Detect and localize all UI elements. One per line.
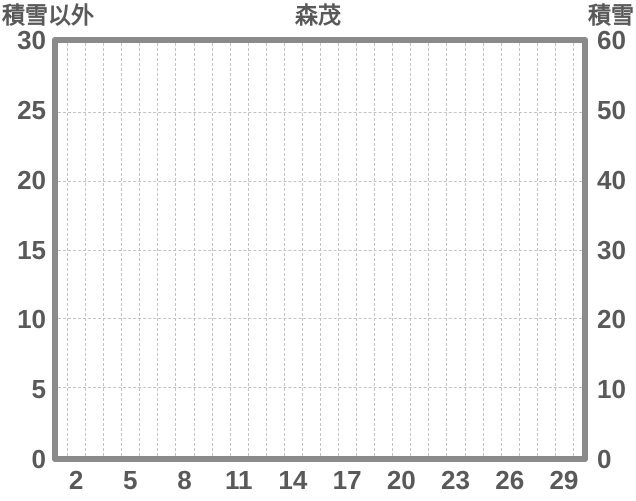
left-y-tick-label: 0 [31, 444, 46, 474]
left-y-tick-label: 25 [17, 94, 46, 125]
left-y-tick-label: 20 [17, 164, 46, 195]
horizontal-gridline [58, 318, 582, 320]
plot-area [52, 37, 588, 462]
horizontal-gridline [58, 387, 582, 389]
left-axis-title: 積雪以外 [2, 2, 94, 28]
horizontal-gridline [58, 111, 582, 113]
horizontal-gridline [58, 249, 582, 251]
x-axis-ticks: 2 5 8 11 14 17 20 23 26 29 [58, 467, 582, 497]
horizontal-gridline [58, 180, 582, 182]
left-y-tick-label: 30 [17, 25, 46, 55]
right-y-tick-label: 10 [597, 374, 626, 405]
right-axis-title: 積雪 [588, 2, 634, 28]
x-tick-label: 11 [224, 465, 253, 495]
left-y-tick-label: 5 [31, 374, 46, 405]
right-y-tick-label: 40 [597, 164, 626, 195]
x-tick-label: 23 [441, 465, 470, 495]
x-tick-label: 29 [549, 465, 579, 495]
right-y-tick-label: 20 [597, 304, 626, 335]
plot-grid [58, 43, 582, 456]
chart-title: 森茂 [295, 2, 341, 28]
x-tick-label: 2 [68, 465, 84, 495]
x-tick-label: 26 [495, 465, 525, 495]
right-y-tick-label: 0 [597, 444, 612, 474]
left-y-tick-label: 10 [17, 304, 46, 335]
x-tick-label: 20 [386, 465, 416, 495]
right-y-tick-label: 60 [597, 25, 626, 55]
x-tick-label: 14 [278, 465, 308, 495]
x-tick-label: 5 [123, 465, 138, 495]
right-y-tick-label: 30 [597, 234, 626, 265]
right-y-tick-label: 50 [597, 94, 626, 125]
x-tick-label: 8 [177, 465, 192, 495]
right-axis-ticks: 60 50 40 30 20 10 0 [597, 27, 636, 472]
left-axis-ticks: 30 25 20 15 10 5 0 [0, 27, 46, 472]
x-tick-label: 17 [332, 465, 362, 495]
left-y-tick-label: 15 [17, 234, 46, 265]
